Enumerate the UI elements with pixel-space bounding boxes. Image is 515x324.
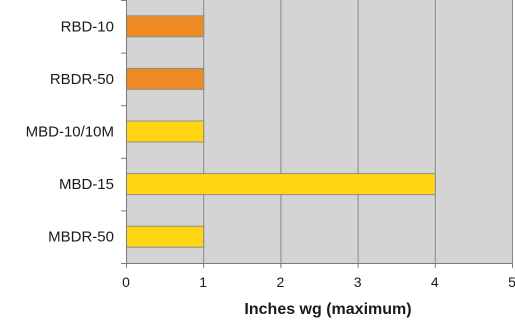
x-tick-label: 3	[354, 274, 362, 290]
category-labels: RBD-10 RBDR-50 MBD-10/10M MBD-15 MBDR-50	[26, 18, 114, 245]
bar	[126, 120, 205, 143]
category-label: RBDR-50	[50, 71, 114, 88]
category-label: MBDR-50	[48, 229, 114, 246]
x-tick-label: 2	[277, 274, 285, 290]
bar	[126, 173, 436, 196]
x-tick-label: 4	[431, 274, 439, 290]
bar	[126, 225, 205, 248]
bar	[126, 67, 205, 90]
bars	[126, 15, 436, 248]
x-tick-label: 1	[199, 274, 207, 290]
category-label: MBD-10/10M	[26, 124, 114, 141]
x-tick-labels: 0 1 2 3 4 5	[122, 274, 515, 290]
category-label: MBD-15	[59, 176, 114, 193]
axes	[121, 0, 513, 268]
x-tick-label: 0	[122, 274, 130, 290]
x-axis-title: Inches wg (maximum)	[244, 301, 411, 318]
x-tick-label: 5	[508, 274, 515, 290]
gridlines	[203, 0, 513, 263]
bar	[126, 15, 205, 38]
category-label: RBD-10	[61, 18, 114, 35]
